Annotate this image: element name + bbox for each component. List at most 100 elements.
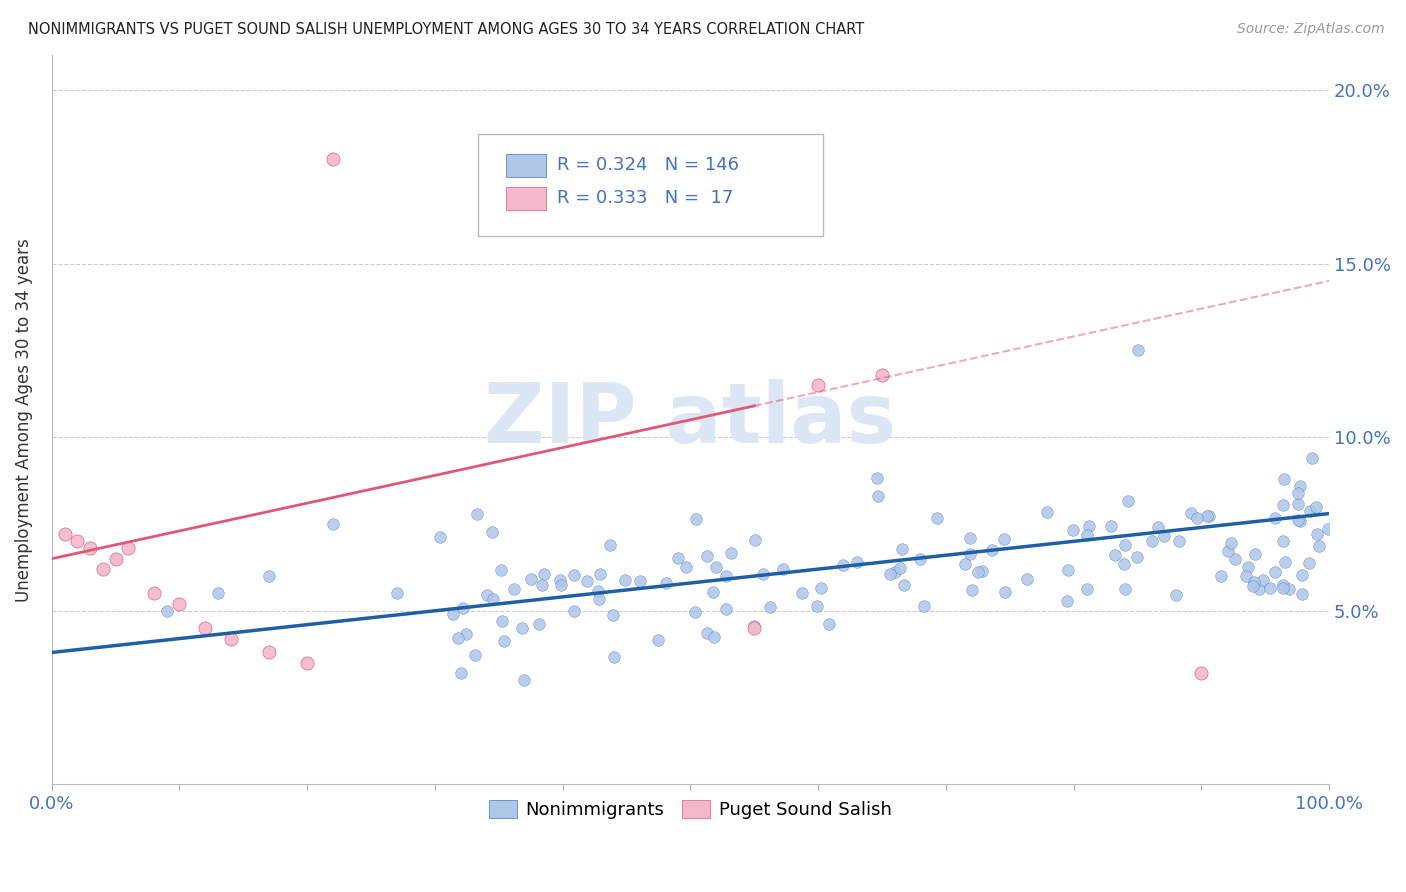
Point bbox=[925, 510, 948, 524]
Point bbox=[450, 666, 472, 681]
Point bbox=[866, 489, 889, 503]
Point bbox=[1286, 513, 1309, 527]
Point bbox=[117, 541, 139, 556]
Point bbox=[257, 645, 280, 659]
Point bbox=[1286, 497, 1309, 511]
Point bbox=[207, 586, 229, 600]
Point bbox=[751, 566, 773, 581]
Point bbox=[647, 632, 669, 647]
Point bbox=[1180, 506, 1202, 520]
Point bbox=[994, 584, 1017, 599]
Point bbox=[564, 567, 586, 582]
Point bbox=[893, 578, 915, 592]
Point bbox=[492, 633, 515, 648]
Point bbox=[564, 604, 586, 618]
Point bbox=[742, 619, 765, 633]
Point bbox=[1057, 564, 1080, 578]
Point bbox=[879, 566, 901, 581]
Point bbox=[1116, 494, 1139, 508]
Point bbox=[53, 527, 76, 541]
Point bbox=[1298, 557, 1320, 571]
Point bbox=[1272, 498, 1295, 512]
Point bbox=[953, 557, 976, 571]
Point bbox=[503, 582, 526, 596]
Point bbox=[156, 604, 179, 618]
Point bbox=[1076, 528, 1098, 542]
Point bbox=[1195, 509, 1218, 524]
Point bbox=[993, 532, 1015, 546]
Point bbox=[322, 516, 344, 531]
Point bbox=[1114, 582, 1136, 596]
Point bbox=[1306, 527, 1329, 541]
Point bbox=[1291, 587, 1313, 601]
Point bbox=[714, 601, 737, 615]
Point bbox=[550, 578, 572, 592]
Point bbox=[1251, 574, 1274, 588]
Point bbox=[1189, 666, 1212, 681]
Point bbox=[1301, 450, 1323, 465]
Point bbox=[1289, 479, 1312, 493]
Point bbox=[586, 583, 609, 598]
Point bbox=[703, 630, 725, 644]
Point bbox=[806, 599, 828, 613]
Point bbox=[1187, 511, 1209, 525]
Point bbox=[790, 585, 813, 599]
Point bbox=[912, 599, 935, 613]
Point bbox=[1104, 549, 1126, 563]
Point bbox=[482, 592, 505, 607]
Point bbox=[1146, 520, 1168, 534]
Point bbox=[79, 541, 101, 556]
Point bbox=[1062, 523, 1084, 537]
Point bbox=[441, 607, 464, 622]
Point bbox=[510, 621, 533, 635]
Point bbox=[194, 621, 217, 635]
Point bbox=[530, 578, 553, 592]
Point bbox=[66, 534, 89, 549]
Point bbox=[602, 607, 624, 622]
Point bbox=[257, 569, 280, 583]
Point bbox=[548, 573, 571, 587]
Point bbox=[1237, 559, 1260, 574]
Point bbox=[1249, 582, 1271, 596]
Text: ZIP atlas: ZIP atlas bbox=[484, 379, 897, 460]
Point bbox=[1244, 547, 1267, 561]
Point bbox=[1164, 588, 1187, 602]
Point bbox=[91, 562, 114, 576]
Point bbox=[104, 551, 127, 566]
Point bbox=[720, 546, 742, 560]
Text: NONIMMIGRANTS VS PUGET SOUND SALISH UNEMPLOYMENT AMONG AGES 30 TO 34 YEARS CORRE: NONIMMIGRANTS VS PUGET SOUND SALISH UNEM… bbox=[28, 22, 865, 37]
Point bbox=[1236, 569, 1258, 583]
Point bbox=[1272, 472, 1295, 486]
Point bbox=[666, 551, 689, 566]
Point bbox=[297, 656, 319, 670]
Point bbox=[696, 625, 718, 640]
Point bbox=[104, 551, 127, 566]
Point bbox=[883, 565, 905, 579]
Point bbox=[385, 586, 408, 600]
Point bbox=[962, 582, 984, 597]
Point bbox=[1078, 518, 1101, 533]
Point bbox=[1243, 574, 1265, 589]
Point bbox=[1198, 508, 1220, 523]
Point bbox=[589, 567, 612, 582]
Point bbox=[1220, 536, 1243, 550]
Text: R = 0.333   N =  17: R = 0.333 N = 17 bbox=[557, 189, 733, 208]
Point bbox=[817, 617, 839, 632]
Point bbox=[1278, 582, 1301, 597]
Point bbox=[513, 673, 536, 688]
Point bbox=[759, 600, 782, 615]
Point bbox=[527, 616, 550, 631]
Point bbox=[1264, 511, 1286, 525]
Point bbox=[489, 563, 512, 577]
Point bbox=[1036, 505, 1059, 519]
Point bbox=[1299, 504, 1322, 518]
Point bbox=[1056, 593, 1078, 607]
Point bbox=[967, 565, 990, 579]
Point bbox=[1316, 522, 1339, 536]
Point bbox=[1076, 582, 1098, 596]
Point bbox=[576, 574, 599, 589]
Point bbox=[481, 525, 503, 540]
Point bbox=[1017, 572, 1039, 586]
Point bbox=[1099, 519, 1122, 533]
Point bbox=[1308, 540, 1330, 554]
